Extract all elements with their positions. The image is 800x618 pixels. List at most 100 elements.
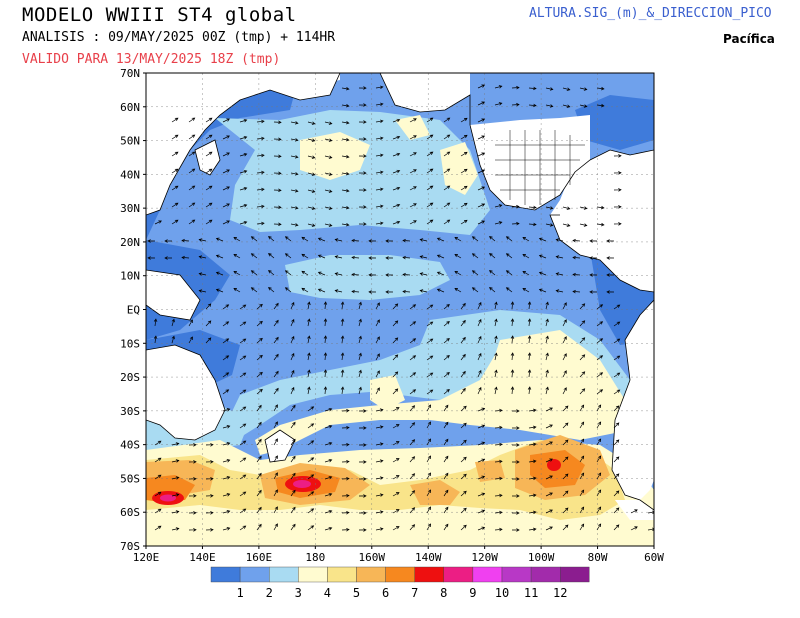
direction-arrow bbox=[375, 85, 384, 89]
direction-arrow bbox=[250, 287, 258, 293]
direction-arrow bbox=[477, 301, 482, 310]
direction-arrow bbox=[460, 473, 467, 480]
direction-arrow bbox=[443, 202, 451, 208]
direction-arrow bbox=[545, 318, 549, 327]
direction-arrow bbox=[545, 335, 549, 344]
direction-arrow bbox=[443, 523, 449, 531]
direction-arrow bbox=[392, 475, 400, 480]
direction-arrow bbox=[239, 186, 248, 191]
colorbar-label-11: 11 bbox=[524, 586, 538, 600]
lon-label-80w: 80W bbox=[588, 551, 608, 564]
direction-arrow bbox=[579, 320, 586, 327]
direction-arrow bbox=[579, 354, 586, 361]
direction-arrow bbox=[171, 527, 180, 531]
direction-arrow bbox=[579, 506, 585, 514]
direction-arrow bbox=[222, 355, 230, 361]
direction-arrow bbox=[239, 372, 247, 378]
direction-arrow bbox=[341, 459, 350, 464]
direction-arrow bbox=[351, 255, 360, 260]
direction-arrow bbox=[512, 528, 520, 532]
lat-label-20s: 20S bbox=[120, 371, 140, 384]
direction-arrow bbox=[317, 271, 326, 276]
direction-arrow bbox=[562, 104, 571, 108]
direction-arrow bbox=[545, 301, 549, 310]
colorbar-swatch bbox=[472, 566, 503, 583]
direction-arrow bbox=[307, 189, 316, 193]
direction-arrow bbox=[307, 386, 311, 395]
direction-arrow bbox=[147, 239, 156, 243]
direction-arrow bbox=[613, 171, 622, 175]
direction-arrow bbox=[358, 120, 367, 124]
direction-arrow bbox=[324, 526, 333, 531]
direction-arrow bbox=[205, 134, 213, 140]
direction-arrow bbox=[443, 372, 450, 378]
direction-arrow bbox=[171, 185, 179, 191]
direction-arrow bbox=[596, 304, 604, 310]
direction-arrow bbox=[392, 135, 401, 140]
direction-arrow bbox=[460, 370, 466, 378]
colorbar-label-5: 5 bbox=[353, 586, 360, 600]
direction-arrow bbox=[188, 134, 196, 140]
direction-arrow bbox=[351, 289, 360, 294]
lat-label-40n: 40N bbox=[120, 168, 140, 181]
direction-arrow bbox=[392, 320, 399, 327]
direction-arrow bbox=[477, 118, 486, 123]
direction-arrow bbox=[273, 188, 282, 193]
direction-arrow bbox=[205, 117, 213, 123]
direction-arrow bbox=[273, 154, 282, 159]
direction-arrow bbox=[426, 151, 434, 157]
direction-arrow bbox=[545, 352, 549, 361]
direction-arrow bbox=[460, 117, 468, 123]
colorbar-swatch bbox=[356, 566, 386, 583]
field-4m-mid bbox=[370, 375, 405, 410]
direction-arrow bbox=[256, 438, 262, 446]
direction-arrow bbox=[290, 172, 299, 176]
direction-arrow bbox=[273, 438, 278, 446]
direction-arrow bbox=[317, 237, 326, 242]
direction-arrow bbox=[222, 304, 230, 310]
direction-arrow bbox=[443, 219, 451, 225]
direction-arrow bbox=[443, 389, 450, 395]
direction-arrow bbox=[385, 239, 394, 243]
field-3m-tropical bbox=[285, 255, 450, 300]
direction-arrow bbox=[528, 476, 537, 481]
direction-arrow bbox=[273, 137, 282, 142]
direction-arrow bbox=[375, 353, 380, 361]
colorbar-swatch bbox=[414, 566, 445, 583]
direction-arrow bbox=[256, 337, 263, 344]
direction-arrow bbox=[494, 459, 503, 464]
direction-arrow bbox=[385, 256, 394, 260]
direction-arrow bbox=[268, 287, 275, 293]
direction-arrow bbox=[460, 456, 467, 463]
direction-arrow bbox=[596, 506, 602, 514]
direction-arrow bbox=[250, 236, 258, 242]
direction-arrow bbox=[171, 168, 179, 174]
direction-arrow bbox=[341, 527, 350, 532]
lat-label-30n: 30N bbox=[120, 202, 140, 215]
direction-arrow bbox=[239, 491, 247, 497]
direction-arrow bbox=[358, 222, 367, 226]
direction-arrow bbox=[323, 335, 328, 344]
direction-arrow bbox=[205, 477, 214, 481]
direction-arrow bbox=[341, 476, 350, 481]
direction-arrow bbox=[545, 386, 549, 395]
direction-arrow bbox=[579, 388, 586, 395]
direction-arrow bbox=[358, 335, 362, 344]
direction-arrow bbox=[358, 460, 367, 464]
direction-arrow bbox=[385, 290, 394, 294]
direction-arrow bbox=[454, 254, 462, 259]
direction-arrow bbox=[572, 238, 581, 243]
colorbar-label-9: 9 bbox=[469, 586, 476, 600]
new-zealand-land bbox=[265, 430, 295, 462]
direction-arrow bbox=[494, 352, 498, 361]
direction-arrow bbox=[358, 205, 367, 209]
direction-arrow bbox=[341, 138, 350, 142]
direction-arrow bbox=[341, 493, 350, 498]
direction-arrow bbox=[562, 507, 569, 514]
direction-arrow bbox=[528, 442, 537, 447]
direction-arrow bbox=[239, 118, 248, 123]
lon-label-100w: 100W bbox=[528, 551, 555, 564]
direction-arrow bbox=[171, 442, 180, 446]
direction-arrow bbox=[512, 443, 520, 447]
direction-arrow bbox=[273, 353, 279, 361]
